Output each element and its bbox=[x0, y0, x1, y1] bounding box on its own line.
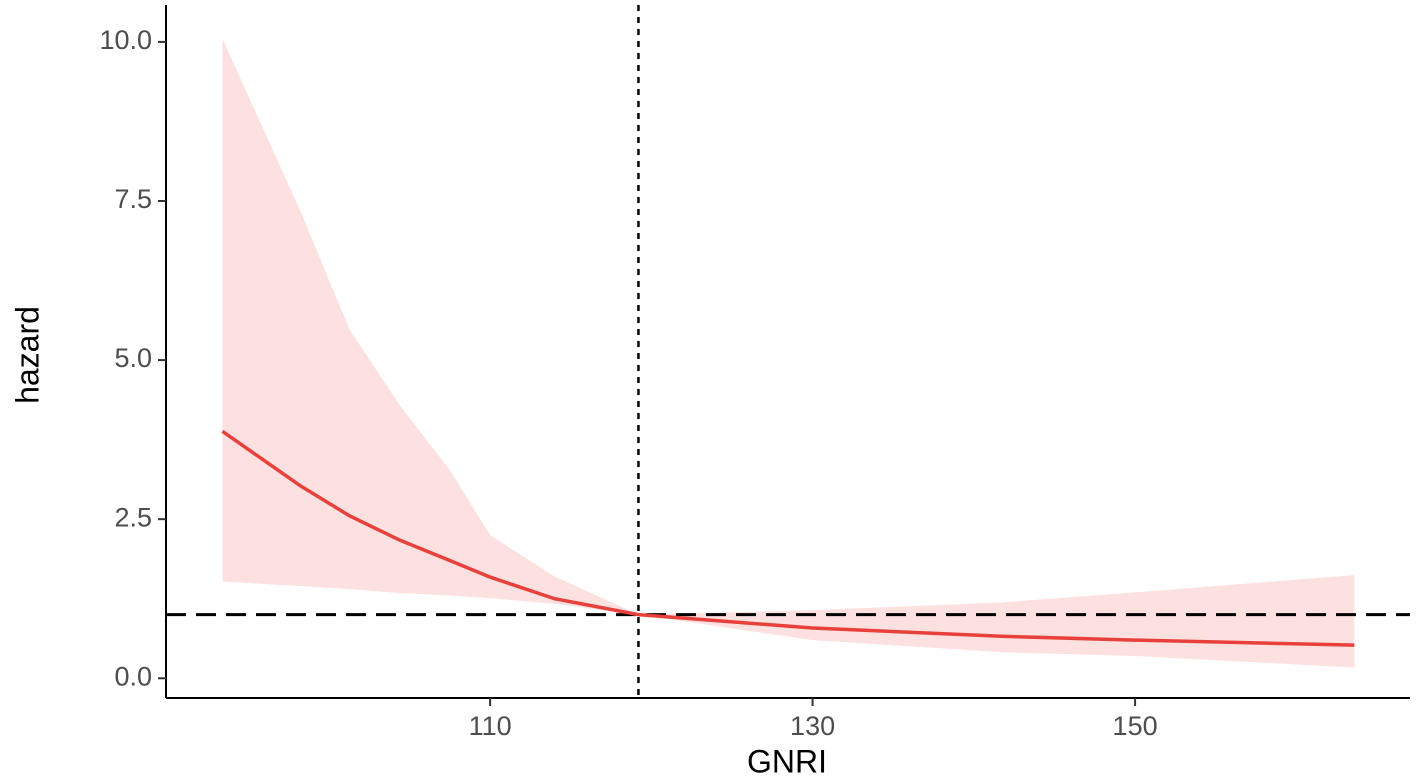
y-tick-label: 2.5 bbox=[114, 502, 152, 532]
y-tick-label: 7.5 bbox=[114, 184, 152, 214]
x-tick-label: 130 bbox=[790, 711, 835, 741]
x-axis-title: GNRI bbox=[747, 743, 827, 779]
y-tick-label: 5.0 bbox=[114, 343, 152, 373]
hazard-line bbox=[221, 429, 1355, 647]
x-tick-label: 110 bbox=[469, 711, 512, 741]
x-tick-label: 150 bbox=[1113, 711, 1158, 741]
y-axis-title: hazard bbox=[9, 306, 45, 404]
confidence-band bbox=[222, 38, 1355, 668]
y-tick-label: 10.0 bbox=[99, 25, 152, 55]
y-tick-label: 0.0 bbox=[114, 661, 152, 691]
